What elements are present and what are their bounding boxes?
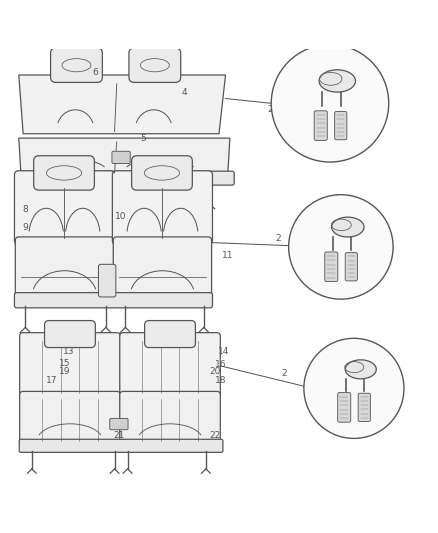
Ellipse shape <box>319 70 356 92</box>
Circle shape <box>304 338 404 439</box>
FancyBboxPatch shape <box>99 264 116 297</box>
Text: 10: 10 <box>115 212 127 221</box>
Text: 3: 3 <box>323 239 328 248</box>
Text: 16: 16 <box>215 360 227 369</box>
FancyBboxPatch shape <box>15 237 114 301</box>
FancyBboxPatch shape <box>120 391 220 446</box>
FancyBboxPatch shape <box>17 171 234 185</box>
FancyBboxPatch shape <box>110 418 128 430</box>
FancyBboxPatch shape <box>129 48 181 83</box>
FancyBboxPatch shape <box>113 237 212 301</box>
Text: 15: 15 <box>59 359 70 368</box>
FancyBboxPatch shape <box>325 252 338 281</box>
Ellipse shape <box>332 217 364 237</box>
Polygon shape <box>19 138 230 175</box>
FancyBboxPatch shape <box>20 333 120 398</box>
FancyBboxPatch shape <box>345 253 357 281</box>
Text: 13: 13 <box>63 347 74 356</box>
Text: 18: 18 <box>215 376 227 385</box>
FancyBboxPatch shape <box>112 151 130 164</box>
Text: 11: 11 <box>222 251 233 260</box>
Text: 7: 7 <box>373 231 378 240</box>
FancyBboxPatch shape <box>358 393 371 422</box>
Text: 4: 4 <box>181 88 187 97</box>
FancyBboxPatch shape <box>338 393 351 422</box>
FancyBboxPatch shape <box>14 171 115 245</box>
Text: 2: 2 <box>275 233 281 243</box>
Ellipse shape <box>345 360 376 379</box>
FancyBboxPatch shape <box>335 111 347 140</box>
FancyBboxPatch shape <box>120 333 220 398</box>
Circle shape <box>271 45 389 162</box>
Text: 17: 17 <box>46 376 57 385</box>
Polygon shape <box>19 75 226 134</box>
Circle shape <box>289 195 393 299</box>
FancyBboxPatch shape <box>50 48 102 83</box>
Text: 5: 5 <box>140 134 146 143</box>
FancyBboxPatch shape <box>45 320 95 348</box>
Text: 21: 21 <box>113 431 124 440</box>
FancyBboxPatch shape <box>34 156 95 190</box>
FancyBboxPatch shape <box>14 293 212 308</box>
Text: 2: 2 <box>282 369 287 377</box>
Text: 12: 12 <box>377 372 388 381</box>
FancyBboxPatch shape <box>131 156 192 190</box>
Text: 22: 22 <box>209 431 220 440</box>
FancyBboxPatch shape <box>113 171 212 245</box>
Text: 9: 9 <box>22 223 28 232</box>
FancyBboxPatch shape <box>19 439 223 453</box>
Text: 8: 8 <box>22 205 28 214</box>
FancyBboxPatch shape <box>20 391 120 446</box>
FancyBboxPatch shape <box>314 111 327 140</box>
FancyBboxPatch shape <box>145 320 195 348</box>
Text: 19: 19 <box>59 367 70 376</box>
Text: 1: 1 <box>366 86 372 95</box>
Text: 2: 2 <box>268 106 273 114</box>
Text: 3: 3 <box>323 373 328 382</box>
Text: 14: 14 <box>218 347 229 356</box>
Text: 6: 6 <box>92 68 98 77</box>
Text: 20: 20 <box>209 367 220 376</box>
Text: 3: 3 <box>318 112 324 121</box>
